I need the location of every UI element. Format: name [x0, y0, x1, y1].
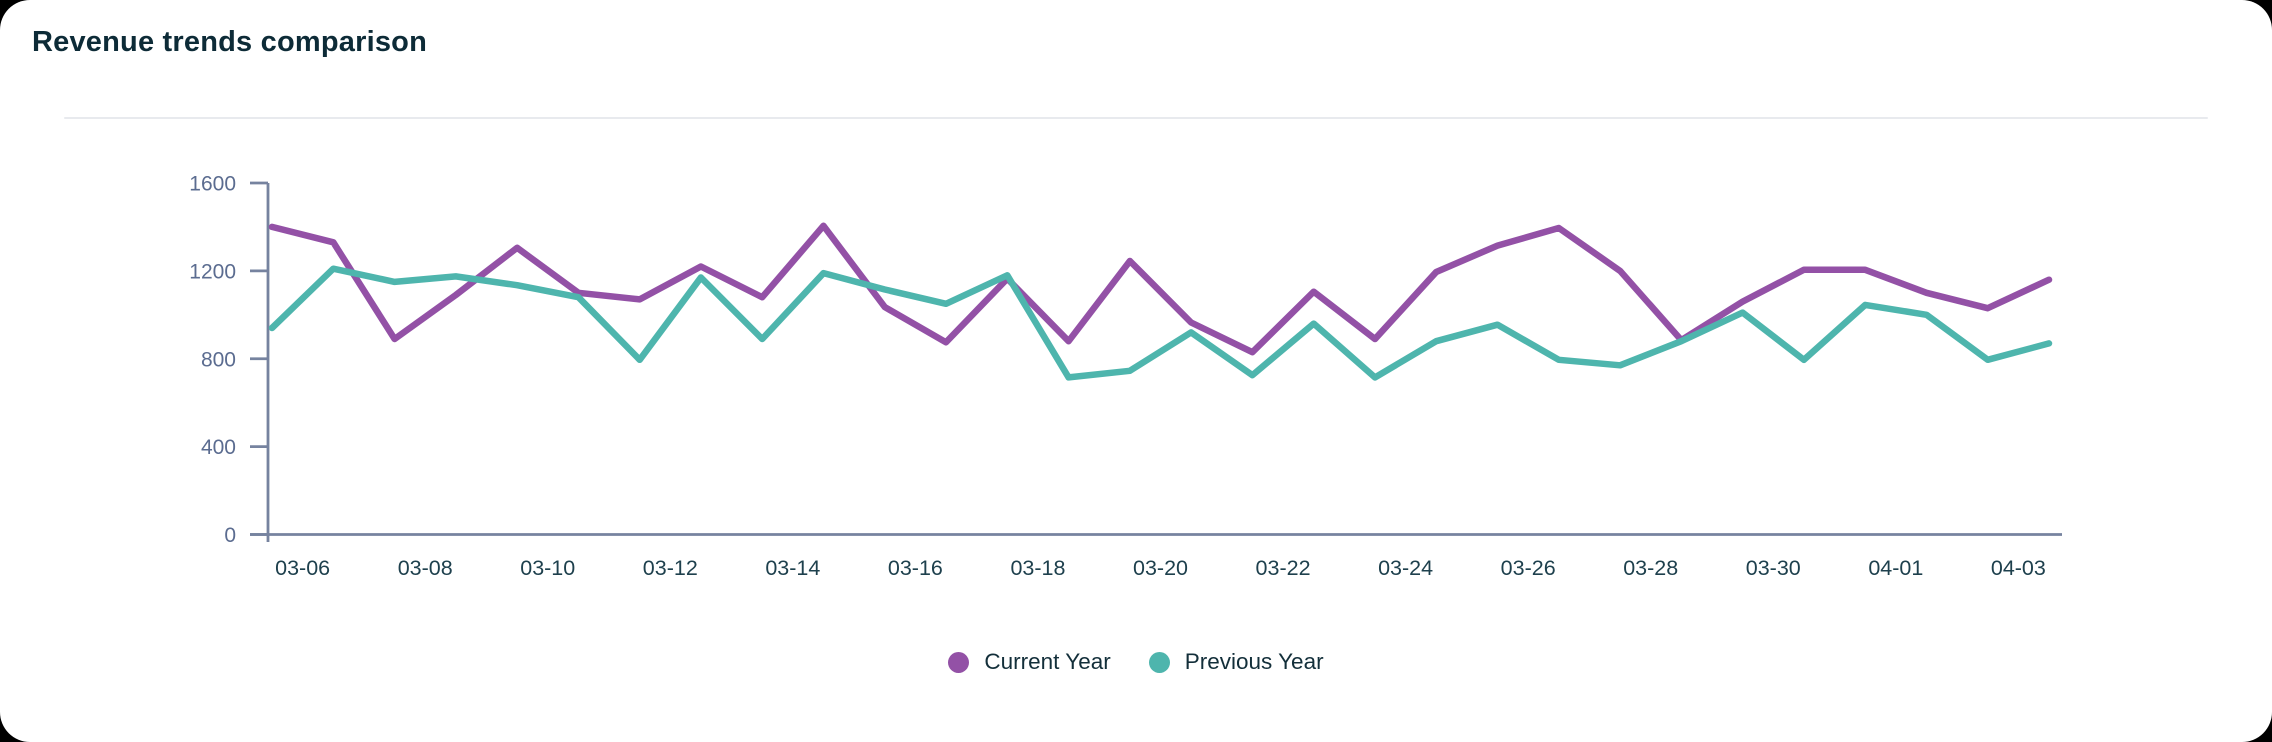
- legend-label: Current Year: [984, 649, 1111, 674]
- x-axis-tick-label: 03-14: [765, 556, 820, 580]
- legend-item-previous-year[interactable]: Previous Year: [1148, 649, 1324, 675]
- legend-label: Previous Year: [1184, 649, 1324, 674]
- x-axis-tick-label: 03-12: [643, 556, 698, 580]
- title-divider: [64, 117, 2208, 119]
- legend-dot: [1148, 651, 1170, 673]
- y-axis-tick-label: 0: [224, 524, 236, 547]
- series-line-current-year: [268, 222, 2053, 356]
- y-axis-tick-label: 400: [201, 436, 236, 459]
- x-axis-tick-label: 03-22: [1256, 556, 1311, 580]
- y-axis-tick-label: 800: [201, 348, 236, 371]
- x-axis-tick-label: 03-20: [1133, 556, 1188, 580]
- x-axis-tick-label: 03-26: [1501, 556, 1556, 580]
- chart-legend: Current Year Previous Year: [0, 638, 2272, 686]
- x-axis-tick-label: 03-16: [888, 556, 943, 580]
- page-title: Revenue trends comparison: [32, 26, 427, 58]
- x-axis-tick-label: 03-18: [1010, 556, 1065, 580]
- y-axis-tick-label: 1600: [189, 173, 236, 196]
- x-axis-tick-label: 03-28: [1623, 556, 1678, 580]
- x-axis-tick-label: 03-24: [1378, 556, 1433, 580]
- x-axis-tick-label: 03-06: [275, 556, 330, 580]
- x-axis-tick-label: 03-08: [398, 556, 453, 580]
- x-axis-tick-label: 04-03: [1991, 556, 2046, 580]
- x-axis-tick-label: 03-30: [1746, 556, 1801, 580]
- x-axis-tick-label: 04-01: [1868, 556, 1923, 580]
- x-axis-tick-label: 03-10: [520, 556, 575, 580]
- y-axis-tick-label: 1200: [189, 260, 236, 283]
- legend-item-current-year[interactable]: Current Year: [948, 649, 1111, 675]
- series-line-previous-year: [268, 265, 2053, 381]
- legend-dot: [948, 651, 970, 673]
